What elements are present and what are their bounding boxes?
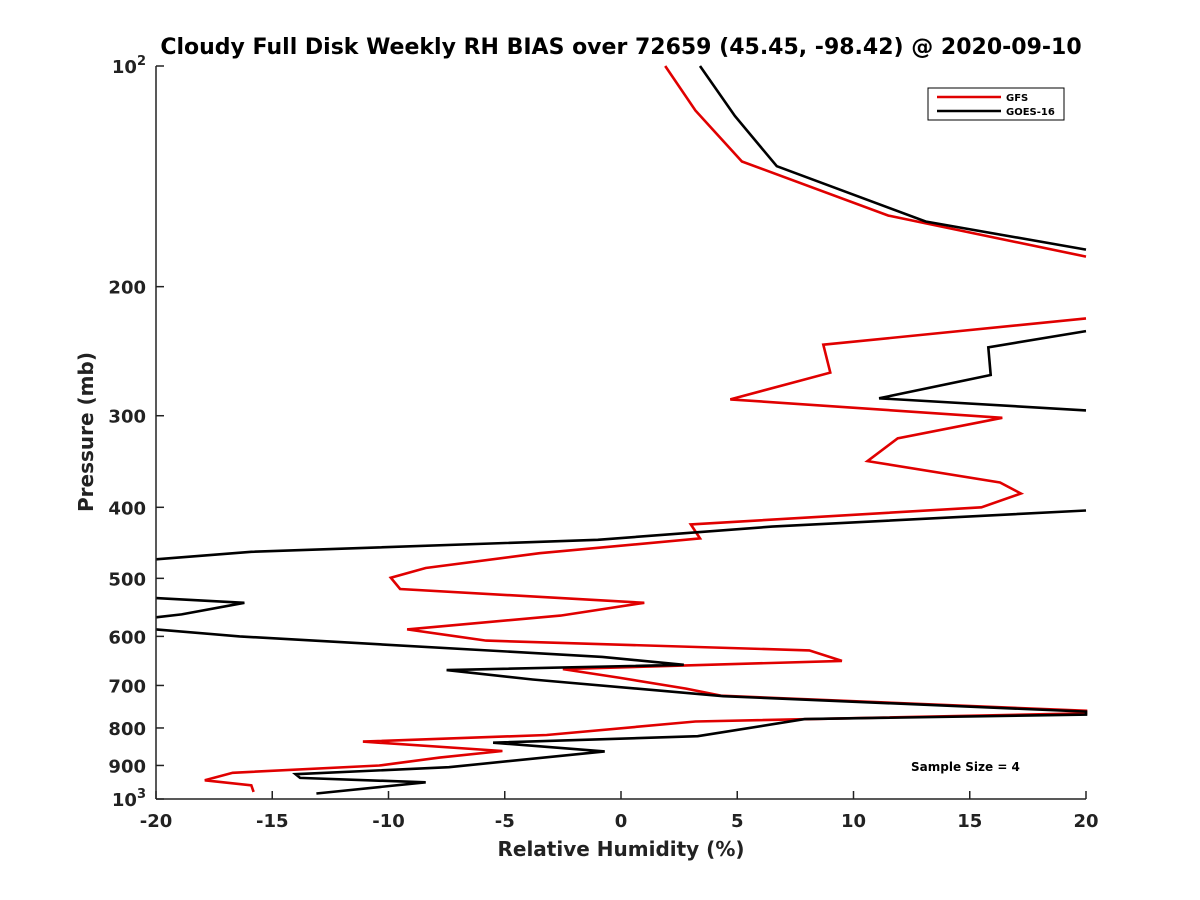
y-tick-label: 102 — [112, 54, 146, 78]
series-layer — [155, 65, 1088, 795]
x-axis-label: Relative Humidity (%) — [497, 837, 744, 861]
legend-box — [927, 87, 1065, 121]
x-tick-label: -20 — [140, 811, 173, 832]
x-tick-label: -5 — [495, 811, 515, 832]
x-tick-label: 0 — [615, 811, 628, 832]
x-tick-label: 15 — [957, 811, 982, 832]
y-tick-label: 400 — [108, 498, 146, 519]
plot-background — [156, 66, 1086, 799]
y-axis-label: Pressure (mb) — [74, 352, 98, 512]
y-tick-label: 700 — [108, 676, 146, 697]
y-tick-label: 800 — [108, 719, 146, 740]
x-tick-label: -15 — [256, 811, 289, 832]
x-tick-label: 10 — [841, 811, 866, 832]
sample-size-annotation: Sample Size = 4 — [911, 760, 1020, 774]
y-axis-ticks: 102 200 300 400 500 600 700 800 900 103 — [108, 54, 164, 811]
y-tick-label: 200 — [108, 278, 146, 299]
x-tick-label: -10 — [372, 811, 405, 832]
series-line-gfs — [204, 65, 1088, 793]
chart-title: Cloudy Full Disk Weekly RH BIAS over 726… — [160, 35, 1081, 60]
series-line-goes16 — [155, 65, 1088, 795]
legend-label-gfs: GFS — [1006, 93, 1028, 104]
legend-label-goes16: GOES-16 — [1006, 107, 1055, 118]
y-tick-label: 600 — [108, 627, 146, 648]
y-tick-label: 900 — [108, 756, 146, 777]
plot-area — [155, 65, 1088, 800]
x-axis-ticks: -20 -15 -10 -5 0 5 10 15 20 — [140, 791, 1099, 832]
y-tick-label: 103 — [112, 787, 146, 811]
y-tick-label: 500 — [108, 569, 146, 590]
x-tick-label: 20 — [1073, 811, 1098, 832]
y-tick-label: 300 — [108, 407, 146, 428]
legend: GFS GOES-16 — [927, 87, 1065, 121]
x-tick-label: 5 — [731, 811, 744, 832]
